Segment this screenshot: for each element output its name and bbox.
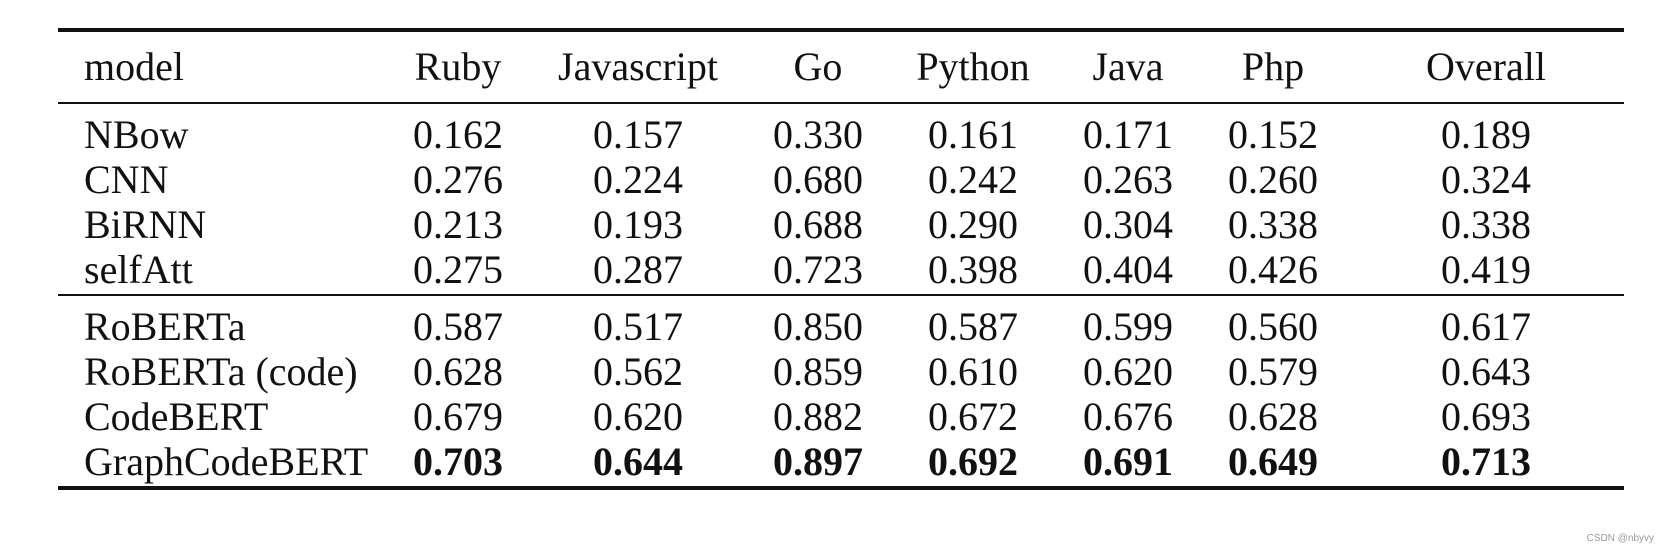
score-cell: 0.290: [928, 201, 1018, 247]
score-cell: 0.162: [413, 111, 503, 157]
score-cell: 0.161: [928, 111, 1018, 157]
score-cell: 0.287: [593, 246, 683, 292]
score-cell: 0.324: [1441, 156, 1531, 202]
score-cell: 0.426: [1228, 246, 1318, 292]
score-cell: 0.679: [413, 393, 503, 439]
score-cell: 0.193: [593, 201, 683, 247]
score-cell: 0.680: [773, 156, 863, 202]
score-cell: 0.617: [1441, 303, 1531, 349]
score-cell: 0.263: [1083, 156, 1173, 202]
table-row: NBow 0.162 0.157 0.330 0.161 0.171 0.152…: [58, 103, 1624, 157]
score-cell: 0.189: [1441, 111, 1531, 157]
model-name: CodeBERT: [84, 393, 269, 439]
best-score-cell: 0.703: [413, 438, 503, 484]
header-row: model Ruby Javascript Go Python Java Php…: [58, 30, 1624, 103]
watermark-text: CSDN @nbyvy: [1586, 533, 1654, 544]
header-model: model: [84, 44, 184, 89]
score-cell: 0.672: [928, 393, 1018, 439]
best-score-cell: 0.692: [928, 438, 1018, 484]
score-cell: 0.304: [1083, 201, 1173, 247]
header-javascript: Javascript: [558, 44, 718, 89]
header-java: Java: [1092, 44, 1164, 89]
header-overall: Overall: [1426, 44, 1546, 89]
score-cell: 0.620: [593, 393, 683, 439]
score-cell: 0.338: [1441, 201, 1531, 247]
model-name: GraphCodeBERT: [84, 438, 369, 484]
model-name: RoBERTa: [84, 303, 246, 349]
score-cell: 0.517: [593, 303, 683, 349]
best-score-cell: 0.897: [773, 438, 863, 484]
score-cell: 0.850: [773, 303, 863, 349]
model-name: RoBERTa (code): [84, 348, 358, 394]
score-cell: 0.338: [1228, 201, 1318, 247]
score-cell: 0.587: [413, 303, 503, 349]
score-cell: 0.398: [928, 246, 1018, 292]
score-cell: 0.562: [593, 348, 683, 394]
score-cell: 0.599: [1083, 303, 1173, 349]
score-cell: 0.859: [773, 348, 863, 394]
table-row: CodeBERT 0.679 0.620 0.882 0.672 0.676 0…: [58, 394, 1624, 439]
score-cell: 0.276: [413, 156, 503, 202]
score-cell: 0.723: [773, 246, 863, 292]
score-cell: 0.242: [928, 156, 1018, 202]
score-cell: 0.152: [1228, 111, 1318, 157]
table-row: RoBERTa 0.587 0.517 0.850 0.587 0.599 0.…: [58, 295, 1624, 349]
header-go: Go: [793, 44, 843, 89]
score-cell: 0.882: [773, 393, 863, 439]
baseline-models-group: NBow 0.162 0.157 0.330 0.161 0.171 0.152…: [58, 103, 1624, 295]
score-cell: 0.404: [1083, 246, 1173, 292]
score-cell: 0.628: [413, 348, 503, 394]
table-row-best: GraphCodeBERT 0.703 0.644 0.897 0.692 0.…: [58, 439, 1624, 488]
results-table: model Ruby Javascript Go Python Java Php…: [58, 28, 1624, 490]
score-cell: 0.157: [593, 111, 683, 157]
score-cell: 0.643: [1441, 348, 1531, 394]
score-cell: 0.560: [1228, 303, 1318, 349]
model-name: selfAtt: [84, 246, 193, 292]
score-cell: 0.260: [1228, 156, 1318, 202]
score-cell: 0.610: [928, 348, 1018, 394]
score-cell: 0.579: [1228, 348, 1318, 394]
model-name: NBow: [84, 111, 189, 157]
score-cell: 0.275: [413, 246, 503, 292]
best-score-cell: 0.691: [1083, 438, 1173, 484]
score-cell: 0.688: [773, 201, 863, 247]
pretrained-models-group: RoBERTa 0.587 0.517 0.850 0.587 0.599 0.…: [58, 295, 1624, 488]
best-score-cell: 0.644: [593, 438, 683, 484]
table-row: RoBERTa (code) 0.628 0.562 0.859 0.610 0…: [58, 349, 1624, 394]
best-score-cell: 0.649: [1228, 438, 1318, 484]
score-cell: 0.676: [1083, 393, 1173, 439]
header-python: Python: [916, 44, 1030, 89]
table-row: BiRNN 0.213 0.193 0.688 0.290 0.304 0.33…: [58, 202, 1624, 247]
score-cell: 0.419: [1441, 246, 1531, 292]
score-cell: 0.587: [928, 303, 1018, 349]
model-name: CNN: [84, 156, 169, 202]
header-php: Php: [1241, 44, 1305, 89]
score-cell: 0.628: [1228, 393, 1318, 439]
results-table-container: model Ruby Javascript Go Python Java Php…: [58, 28, 1624, 490]
score-cell: 0.693: [1441, 393, 1531, 439]
score-cell: 0.620: [1083, 348, 1173, 394]
best-score-cell: 0.713: [1441, 438, 1531, 484]
model-name: BiRNN: [84, 201, 207, 247]
score-cell: 0.171: [1083, 111, 1173, 157]
header-ruby: Ruby: [414, 44, 502, 89]
score-cell: 0.213: [413, 201, 503, 247]
table-row: CNN 0.276 0.224 0.680 0.242 0.263 0.260 …: [58, 157, 1624, 202]
table-row: selfAtt 0.275 0.287 0.723 0.398 0.404 0.…: [58, 247, 1624, 295]
score-cell: 0.224: [593, 156, 683, 202]
score-cell: 0.330: [773, 111, 863, 157]
